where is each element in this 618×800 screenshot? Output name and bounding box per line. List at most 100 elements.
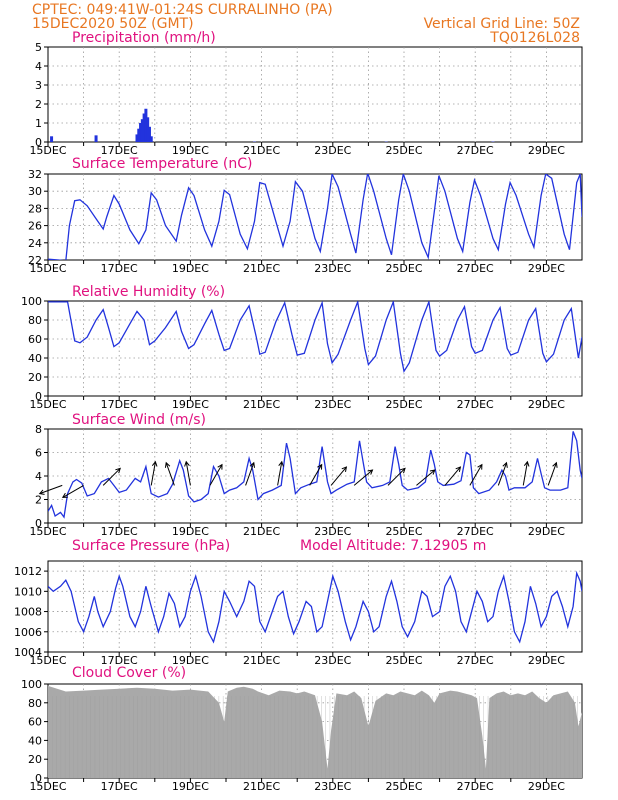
wind-arrow: [209, 464, 223, 486]
panel-title-right: Model Altitude: 7.12905 m: [300, 538, 486, 554]
wind-arrow: [522, 461, 528, 486]
x-tick-label: 23DEC: [314, 262, 351, 275]
panel-frame: [47, 300, 583, 397]
x-tick-label: 19DEC: [172, 144, 209, 157]
x-tick-label: 17DEC: [101, 654, 138, 667]
panel-cloud: 0 20 40 60 80 100 15DEC 17DEC 19DEC 21DEC 23DEC 25D…: [21, 665, 583, 793]
y-tick-label: 6: [35, 447, 42, 460]
wind-arrow: [309, 464, 323, 486]
wind-arrow: [39, 484, 63, 495]
precip-bar: [94, 135, 98, 142]
y-tick-label: 0: [35, 772, 42, 785]
wind-arrow-head: [278, 460, 284, 467]
x-tick-label: 19DEC: [172, 525, 209, 538]
wind-arrow-head: [502, 461, 508, 468]
y-tick-label: 100: [21, 678, 42, 691]
y-tick-label: 32: [28, 168, 42, 181]
panel-rh: 0 20 40 60 80 100 15DEC 17DEC 19DEC 21DEC 23DEC 25D…: [21, 284, 583, 411]
y-tick-label: 60: [28, 333, 42, 346]
wind-arrow-head: [249, 461, 255, 468]
panel-pressure: 1004 1006 1008 1010 1012 15DEC 17DEC 19DEC 21DEC…: [14, 538, 583, 667]
y-tick-label: 1: [35, 117, 42, 130]
wind-arrow: [416, 469, 436, 486]
x-tick-label: 15DEC: [29, 525, 66, 538]
x-tick-label: 15DEC: [29, 398, 66, 411]
wind-arrow: [497, 462, 508, 486]
x-tick-label: 25DEC: [385, 398, 422, 411]
wind-arrow: [150, 461, 156, 486]
x-tick-label: 25DEC: [385, 262, 422, 275]
panel-title: Precipitation (mm/h): [72, 30, 216, 46]
y-tick-label: 8: [35, 423, 42, 436]
x-tick-label: 15DEC: [29, 780, 66, 793]
series-line-wind: [48, 431, 582, 519]
y-tick-label: 80: [28, 314, 42, 327]
x-tick-label: 29DEC: [528, 144, 565, 157]
x-tick-label: 23DEC: [314, 780, 351, 793]
precip-bar: [146, 117, 150, 142]
precip-bar: [147, 126, 151, 142]
y-tick-label: 4: [35, 60, 42, 73]
wind-arrow-head: [115, 467, 121, 474]
x-tick-label: 29DEC: [528, 654, 565, 667]
precip-bar: [140, 119, 144, 142]
wind-arrow: [277, 461, 283, 486]
wind-arrow-head: [217, 463, 223, 470]
x-tick-label: 17DEC: [101, 262, 138, 275]
wind-arrow: [444, 466, 461, 486]
y-tick-label: 30: [28, 185, 42, 198]
x-tick-label: 21DEC: [243, 654, 280, 667]
y-tick-label: 2: [35, 98, 42, 111]
x-tick-label: 15DEC: [29, 654, 66, 667]
wind-arrow: [62, 484, 84, 498]
header-grid-line: Vertical Grid Line: 50Z: [424, 16, 580, 32]
y-tick-label: 0: [35, 517, 42, 530]
x-tick-label: 25DEC: [385, 525, 422, 538]
x-tick-label: 23DEC: [314, 144, 351, 157]
y-tick-label: 3: [35, 79, 42, 92]
wind-arrow-head: [341, 466, 348, 472]
x-tick-label: 17DEC: [101, 780, 138, 793]
series-line-pressure: [48, 570, 582, 644]
wind-arrow: [353, 469, 373, 486]
x-tick-label: 29DEC: [528, 398, 565, 411]
panel-title: Relative Humidity (%): [72, 284, 225, 300]
x-tick-label: 19DEC: [172, 398, 209, 411]
wind-arrow-head: [61, 492, 68, 498]
panel-frame: [47, 173, 583, 261]
wind-arrow-head: [477, 463, 483, 470]
panel-title: Surface Temperature (nC): [72, 156, 253, 172]
y-tick-label: 40: [28, 734, 42, 747]
y-tick-label: 1012: [14, 565, 42, 578]
x-tick-label: 19DEC: [172, 654, 209, 667]
x-tick-label: 21DEC: [243, 525, 280, 538]
y-tick-label: 1010: [14, 585, 42, 598]
wind-arrow-head: [151, 460, 158, 467]
wind-arrow-head: [38, 489, 45, 495]
wind-arrow: [165, 462, 175, 486]
y-tick-label: 26: [28, 220, 42, 233]
y-tick-label: 80: [28, 697, 42, 710]
wind-arrow-head: [400, 467, 406, 474]
y-tick-label: 20: [28, 753, 42, 766]
x-tick-label: 23DEC: [314, 525, 351, 538]
x-tick-label: 25DEC: [385, 144, 422, 157]
x-tick-label: 21DEC: [243, 398, 280, 411]
header-model-id: TQ0126L028: [489, 30, 580, 46]
wind-arrow: [185, 461, 191, 486]
x-tick-label: 27DEC: [457, 654, 494, 667]
series-line-temp: [48, 174, 582, 260]
x-tick-label: 29DEC: [528, 780, 565, 793]
wind-arrow: [245, 462, 255, 486]
wind-arrow-head: [523, 460, 530, 467]
y-tick-label: 60: [28, 716, 42, 729]
wind-arrow-head: [455, 466, 462, 472]
panel-precip: 0 1 2 3 4 5 15DEC 17DEC 19DEC 21DEC 23DEC 25DEC 27DE…: [29, 30, 583, 157]
y-tick-label: 1008: [14, 606, 42, 619]
header-location: CPTEC: 049:41W-01:24S CURRALINHO (PA): [32, 2, 333, 18]
y-tick-label: 4: [35, 470, 42, 483]
y-tick-label: 0: [35, 390, 42, 403]
x-tick-label: 27DEC: [457, 144, 494, 157]
wind-arrow: [547, 462, 557, 486]
